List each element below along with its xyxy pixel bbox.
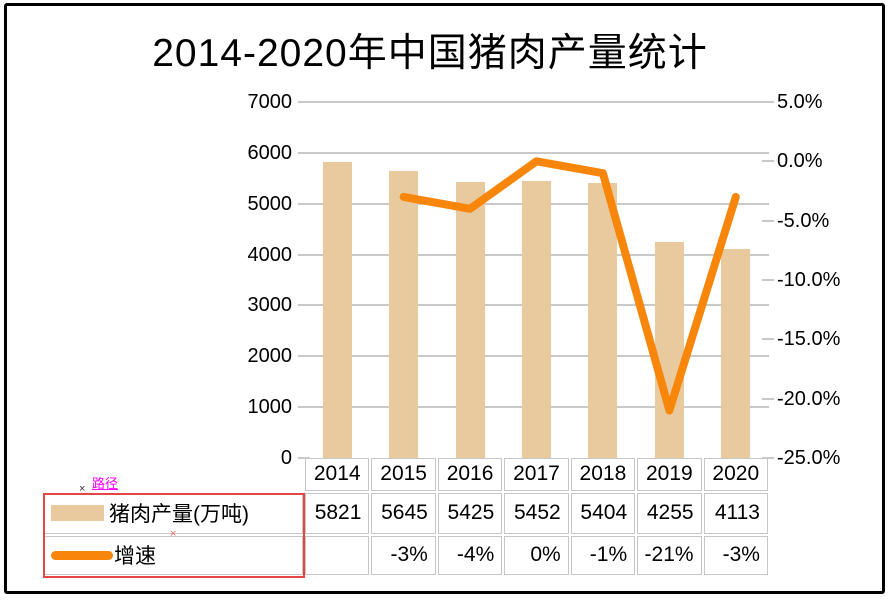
table-value-2015: 5645 [371,492,436,534]
secondary-axis-tick [762,160,774,163]
gridline [304,101,769,103]
growth-line [399,157,740,415]
legend-label: 增速 [114,545,156,569]
secondary-axis-tick-label: -15.0% [777,328,841,351]
table-value-2018: -1% [570,536,636,575]
table-value-2016: 5425 [437,492,503,534]
table-value-2014: 5821 [305,492,370,534]
y-axis-tick-label: 1000 [247,396,293,419]
line-legend-swatch [51,550,113,560]
y-axis-tick [298,151,310,154]
secondary-axis-tick-label: -20.0% [777,387,841,410]
table-year-cell-2015: 2015 [371,458,436,491]
table-value-2018: 5404 [570,492,636,534]
table-value-2017: 0% [504,536,569,575]
secondary-axis-tick [762,279,774,281]
secondary-axis-tick-label: -5.0% [777,209,830,232]
table-year-cell-2020: 2020 [703,458,768,491]
y-axis-tick-label: 5000 [247,192,293,215]
table-year-cell-2016: 2016 [437,458,503,491]
y-axis-tick-label: 4000 [247,243,293,266]
y-axis-tick-label: 0 [280,447,292,469]
y-axis-tick [298,457,310,459]
table-value-2016: -4% [437,536,503,575]
table-value-2015: -3% [371,536,436,575]
table-year-cell-2018: 2018 [570,458,636,491]
table-value-2020: -3% [703,536,768,575]
secondary-axis-tick-label: -10.0% [777,269,841,291]
table-value-2020: 4113 [703,492,768,534]
table-value-2014 [305,536,370,575]
bar-legend-swatch [51,505,104,522]
secondary-axis-tick [762,457,774,459]
y-axis-tick [298,355,310,358]
annotation-x-marker: × [79,483,86,495]
bar-2020 [721,248,751,458]
table-year-cell-2014: 2014 [305,458,370,491]
secondary-axis-tick-label: 0.0% [777,150,823,173]
secondary-axis-tick [762,338,774,341]
legend-cell-production: 猪肉产量(万吨) [44,492,303,534]
annotation-path-label: 路径 [92,476,119,491]
bar-2015 [389,170,419,458]
secondary-axis-tick [762,219,774,222]
legend-cell-growth: 增速 [44,536,303,575]
secondary-axis-tick-label: -25.0% [777,447,841,469]
bar-2018 [588,183,618,458]
chart-title: 2014-2020年中国猪肉产量统计 [152,32,708,75]
table-value-2017: 5452 [504,492,569,534]
secondary-axis-tick-label: 5.0% [777,91,823,113]
secondary-axis-tick [762,101,774,103]
y-axis-tick-label: 3000 [247,294,293,317]
legend-label: 猪肉产量(万吨) [109,503,249,527]
y-axis-tick [298,101,310,103]
secondary-axis-tick [762,397,774,400]
bar-2017 [522,180,551,458]
table-year-cell-2017: 2017 [504,458,569,491]
y-axis-tick-label: 7000 [247,91,293,113]
y-axis-tick [298,304,310,307]
y-axis-tick [298,253,310,256]
bar-2016 [455,182,485,458]
y-axis-tick [298,202,310,205]
annotation-x-marker: × [170,528,177,540]
table-value-2019: -21% [637,536,702,575]
table-year-cell-2019: 2019 [637,458,702,491]
bar-2019 [654,241,684,458]
gridline [304,151,769,154]
bar-2014 [322,161,352,458]
table-value-2019: 4255 [637,492,702,534]
y-axis-tick-label: 2000 [247,345,293,368]
y-axis-tick-label: 6000 [247,141,293,164]
y-axis-tick [298,406,310,409]
